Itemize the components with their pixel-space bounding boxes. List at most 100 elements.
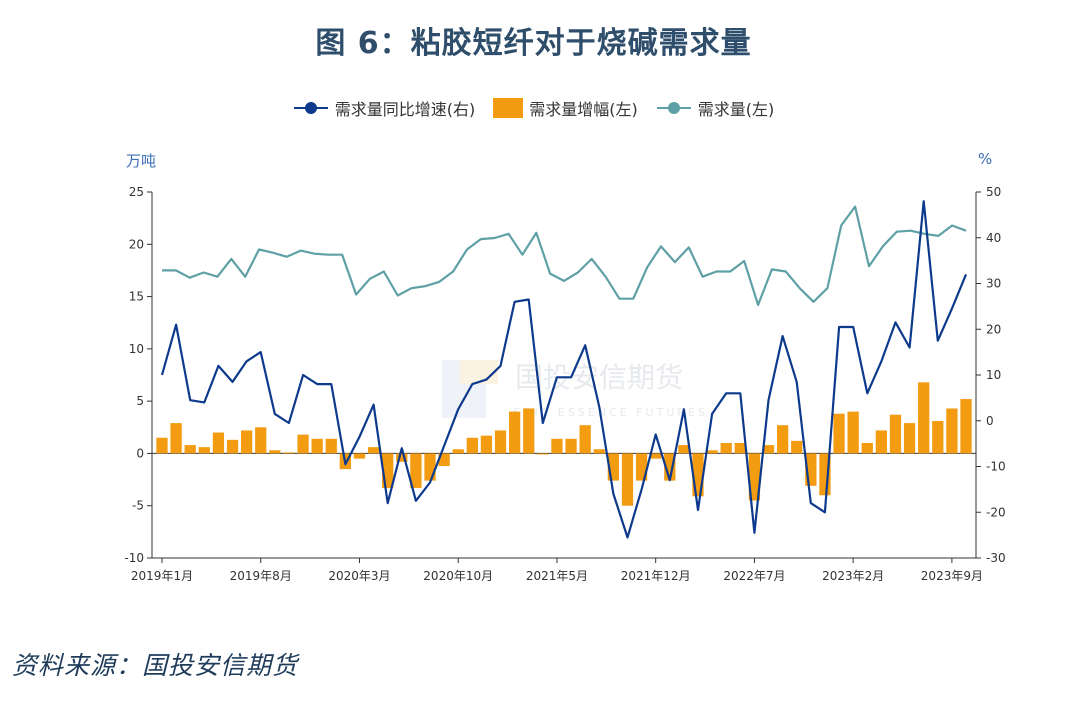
bar <box>269 450 281 454</box>
bar <box>410 453 422 488</box>
bar <box>889 414 902 454</box>
left-tick-label: 25 <box>129 185 144 199</box>
bar <box>523 408 535 454</box>
series-line-demand <box>162 205 967 306</box>
x-tick-label: 2023年2月 <box>822 569 884 583</box>
bar <box>508 411 521 454</box>
series-line-speed <box>160 200 968 539</box>
right-tick-label: 20 <box>986 322 1001 336</box>
legend-swatch-bar <box>493 98 524 118</box>
bar <box>367 447 380 454</box>
bar <box>664 453 676 481</box>
right-axis-unit: % <box>978 150 993 168</box>
bar <box>156 437 168 454</box>
bar <box>918 382 930 454</box>
bar <box>452 449 464 454</box>
left-axis-unit: 万吨 <box>126 152 157 170</box>
right-tick-label: -10 <box>986 460 1006 474</box>
bar <box>311 438 323 454</box>
bar <box>297 434 309 454</box>
bar <box>382 453 394 488</box>
bar <box>805 453 817 486</box>
x-tick-label: 2021年5月 <box>526 569 588 583</box>
bar <box>762 445 775 454</box>
bar <box>480 435 493 454</box>
bar <box>283 452 295 454</box>
right-tick-label: 10 <box>986 368 1001 382</box>
bar <box>621 453 634 506</box>
bar <box>861 442 873 454</box>
source-note: 资料来源：国投安信期货 <box>12 651 299 680</box>
bar <box>650 453 662 459</box>
x-tick-label: 2021年12月 <box>621 569 691 583</box>
right-tick-label: 30 <box>986 277 1001 291</box>
left-tick-label: 5 <box>136 394 144 408</box>
x-tick-label: 2019年8月 <box>230 569 292 583</box>
bar <box>678 445 690 454</box>
x-tick-label: 2019年1月 <box>131 569 193 583</box>
bar <box>635 453 648 481</box>
bar <box>819 453 831 496</box>
legend-swatch-speed-line <box>293 102 328 114</box>
watermark-cn-text: 国投安信期货 <box>515 361 683 394</box>
legend-label-speed: 需求量同比增速(右) <box>334 100 476 119</box>
legend-label-demand: 需求量(左) <box>697 100 775 119</box>
left-tick-label: -10 <box>124 551 144 565</box>
bar <box>466 437 478 454</box>
x-tick-label: 2020年10月 <box>423 569 493 583</box>
watermark-logo-accent <box>460 360 498 384</box>
bar <box>424 453 436 481</box>
left-tick-label: -5 <box>132 499 144 513</box>
chart-title: 图 6：粘胶短纤对于烧碱需求量 <box>315 26 752 61</box>
watermark: 国投安信期货 SDIC ESSENCE FUTURES <box>442 360 708 419</box>
bar <box>494 430 507 454</box>
bar <box>226 439 239 454</box>
x-tick-label: 2020年3月 <box>328 569 390 583</box>
bar <box>396 453 408 462</box>
x-tick-label: 2022年7月 <box>723 569 785 583</box>
bar <box>720 442 732 454</box>
right-tick-label: 40 <box>986 231 1001 245</box>
left-tick-label: 20 <box>129 237 144 251</box>
right-tick-label: 0 <box>986 414 994 428</box>
bar <box>706 450 718 454</box>
bar <box>776 425 789 454</box>
bar <box>184 445 196 454</box>
right-tick-label: 50 <box>986 185 1001 199</box>
bar <box>537 453 549 455</box>
bar <box>198 447 210 454</box>
left-tick-label: 0 <box>136 446 144 460</box>
bar <box>240 430 253 454</box>
bar <box>551 438 563 454</box>
legend-swatch-demand-line <box>656 102 691 114</box>
bar <box>791 440 803 454</box>
watermark-en-text: SDIC ESSENCE FUTURES <box>513 406 708 419</box>
chart-legend: 需求量同比增速(右) 需求量增幅(左) 需求量(左) <box>0 96 1067 120</box>
left-tick-label: 10 <box>129 342 144 356</box>
bar <box>593 449 605 454</box>
bar <box>833 413 845 454</box>
bar <box>353 453 366 459</box>
x-tick-label: 2023年9月 <box>921 569 983 583</box>
right-tick-label: -20 <box>986 505 1006 519</box>
bar <box>748 453 761 501</box>
bar <box>960 399 972 454</box>
bar <box>875 430 888 454</box>
bar <box>438 453 450 466</box>
bar <box>847 411 859 454</box>
right-tick-label: -30 <box>986 551 1006 565</box>
watermark-logo-block <box>442 360 486 418</box>
bar <box>565 438 577 454</box>
bar <box>170 423 182 454</box>
bar <box>932 421 944 454</box>
bar <box>579 425 591 454</box>
bar <box>255 427 267 454</box>
legend-item-demand: 需求量(左) <box>656 96 775 120</box>
bar <box>692 453 704 497</box>
bar <box>946 408 958 454</box>
bar <box>325 438 337 454</box>
bar <box>903 423 916 454</box>
left-tick-label: 15 <box>129 290 144 304</box>
bar <box>734 442 746 454</box>
